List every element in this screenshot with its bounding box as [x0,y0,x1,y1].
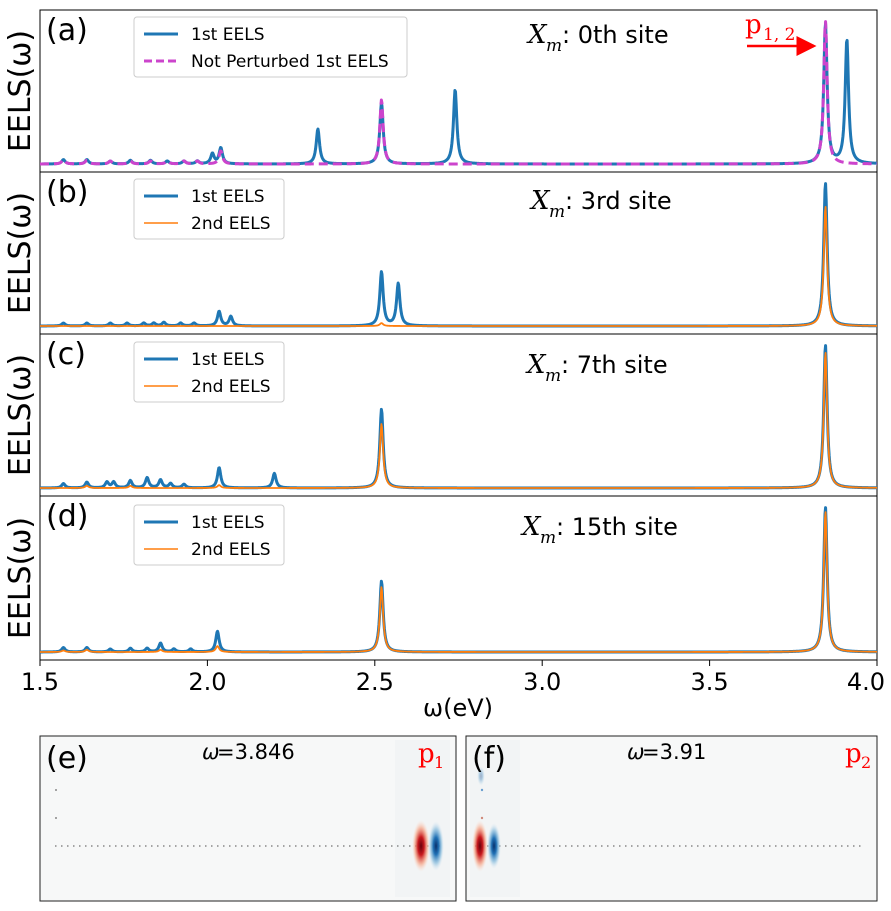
panel-e-omega-symbol: ω [202,740,220,764]
panel-b-site-label: : 3rd site [565,187,672,215]
panel-a-site-symbol: X [526,20,548,50]
panel-b-ylabel: EELS(ω) [3,192,38,314]
panel-c-curves [39,344,878,490]
panel-b-site-sub: m [549,202,565,222]
panel-e-omega-value: =3.846 [217,740,295,764]
legend-entry-2nd-eels: 2nd EELS [191,540,271,560]
legend-entry-1st-eels: 1st EELS [191,513,265,533]
panel-f-omega-symbol: ω [627,740,645,764]
panel-d-site-symbol: X [520,512,542,542]
panel-f-omega-value: =3.91 [642,740,706,764]
panel-f-mode-label: p [845,739,862,769]
panel-c-legend-box [133,341,285,403]
panel-e-mode-sub: 1 [434,753,444,772]
panel-e-site-dot [55,817,57,819]
panel-e-omega-title: ω =3.846 [202,740,295,764]
panel-f-frame [465,735,878,902]
panel-b-curves [39,182,878,328]
panel-a-site-sub: m [546,36,562,56]
panel-b-site-symbol: X [529,186,551,216]
panel-d-ylabel: EELS(ω) [3,517,38,639]
panel-b-legend: 1st EELS 2nd EELS [133,178,285,240]
legend-entry-1st-eels: 1st EELS [191,350,265,370]
x-tick-label: 4.0 [847,668,885,696]
panel-c-legend: 1st EELS 2nd EELS [133,341,285,403]
panel-c-site-sub: m [545,366,561,386]
panel-e-site-dot [55,789,57,791]
panel-a-annotation: p 1, 2 [745,10,817,56]
panel-a-ylabel: EELS(ω) [3,30,38,152]
x-axis-label: ω(eV) [423,694,493,722]
panel-c-ylabel: EELS(ω) [3,354,38,476]
annotation-p-label: p [745,10,762,40]
panel-d-site-sub: m [540,528,556,548]
panel-f-faint-lobe [477,766,485,786]
panel-b-site-title: X m : 3rd site [529,186,672,222]
panel-a-site-title: X m : 0th site [526,20,669,56]
panel-d-legend-box [133,504,285,566]
x-tick-label: 2.5 [356,668,394,696]
panel-e-dipole-blue [428,821,444,871]
panel-b-legend-box [133,178,285,240]
panel-f-dipole-red [472,820,488,872]
panel-a-legend-box [133,16,408,78]
panel-e-mode-label: p [418,739,435,769]
panel-c-site-title: X m : 7th site [525,350,668,386]
legend-entry-not-perturbed: Not Perturbed 1st EELS [191,52,389,72]
x-tick-label: 3.5 [691,668,729,696]
x-tick-label: 3.0 [523,668,561,696]
panel-d-label: (d) [46,499,88,534]
x-tick-label: 2.0 [188,668,226,696]
panel-c: (c) EELS(ω) X m : 7th site 1st EELS 2nd … [3,333,878,497]
panel-d-site-title: X m : 15th site [520,512,678,548]
panel-f-site-dot [480,816,484,820]
legend-entry-2nd-eels: 2nd EELS [191,214,271,234]
panel-a-site-label: : 0th site [562,21,669,49]
panel-f: (f) ω =3.91 p 2 [465,735,878,902]
panel-e: (e) ω =3.846 p 1 [39,735,457,902]
panel-f-dipole-blue [487,823,501,869]
panel-d: (d) EELS(ω) X m : 15th site 1st EELS 2nd… [3,495,878,661]
series-2nd-eels [39,511,878,653]
x-tick-label: 1.5 [21,668,59,696]
panel-f-mode-sub: 2 [861,753,871,772]
panel-a-label: (a) [46,13,88,48]
series-2nd-eels [39,352,878,489]
panel-f-omega-title: ω =3.91 [627,740,706,764]
legend-entry-1st-eels: 1st EELS [191,25,265,45]
series-2nd-eels [39,205,878,327]
legend-entry-2nd-eels: 2nd EELS [191,377,271,397]
panel-c-site-symbol: X [525,350,547,380]
panel-c-site-label: : 7th site [561,351,668,379]
panel-e-dipole-red [412,820,430,872]
panel-b: (b) EELS(ω) X m : 3rd site 1st EELS 2nd … [3,171,878,335]
panel-a-curves [39,20,878,166]
panel-a-legend: 1st EELS Not Perturbed 1st EELS [133,16,408,78]
panel-c-label: (c) [46,337,86,372]
x-axis: 1.5 2.0 2.5 3.0 3.5 4.0 ω(eV) [21,660,885,722]
panel-e-frame [39,735,457,902]
series-not-perturbed-1st-eels [39,20,878,166]
panel-a: (a) EELS(ω) X m : 0th site p 1, 2 1st EE… [3,9,878,173]
panel-b-label: (b) [46,175,88,210]
panel-d-site-label: : 15th site [556,513,678,541]
panel-e-label: (e) [46,741,88,776]
legend-entry-1st-eels: 1st EELS [191,187,265,207]
panel-f-site-dot [480,788,484,792]
annotation-p-sub: 1, 2 [763,25,795,45]
panel-d-legend: 1st EELS 2nd EELS [133,504,285,566]
panel-d-curves [39,506,878,654]
panel-f-label: (f) [472,741,506,776]
